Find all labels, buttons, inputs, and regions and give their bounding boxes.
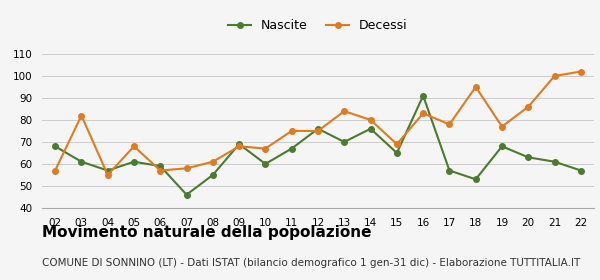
Decessi (341, 109, 348, 113)
Nascite (157, 164, 164, 168)
Nascite (130, 160, 137, 164)
Decessi (183, 167, 190, 170)
Nascite (183, 193, 190, 196)
Decessi (367, 118, 374, 122)
Nascite (209, 173, 217, 177)
Decessi (236, 145, 243, 148)
Decessi (419, 112, 427, 115)
Decessi (393, 143, 400, 146)
Nascite (419, 94, 427, 97)
Decessi (524, 105, 532, 108)
Text: COMUNE DI SONNINO (LT) - Dati ISTAT (bilancio demografico 1 gen-31 dic) - Elabor: COMUNE DI SONNINO (LT) - Dati ISTAT (bil… (42, 258, 580, 268)
Decessi (130, 145, 137, 148)
Decessi (577, 70, 584, 73)
Decessi (314, 129, 322, 133)
Nascite (262, 162, 269, 165)
Decessi (551, 74, 558, 78)
Decessi (446, 123, 453, 126)
Nascite (524, 156, 532, 159)
Nascite (499, 145, 506, 148)
Line: Decessi: Decessi (52, 69, 584, 178)
Nascite (314, 127, 322, 130)
Nascite (104, 169, 112, 172)
Text: Movimento naturale della popolazione: Movimento naturale della popolazione (42, 225, 371, 239)
Decessi (52, 169, 59, 172)
Decessi (157, 169, 164, 172)
Nascite (472, 178, 479, 181)
Line: Nascite: Nascite (52, 93, 584, 197)
Nascite (288, 147, 295, 150)
Decessi (262, 147, 269, 150)
Nascite (52, 145, 59, 148)
Nascite (551, 160, 558, 164)
Decessi (499, 125, 506, 128)
Decessi (104, 173, 112, 177)
Nascite (341, 140, 348, 144)
Nascite (78, 160, 85, 164)
Nascite (236, 143, 243, 146)
Nascite (446, 169, 453, 172)
Nascite (577, 169, 584, 172)
Decessi (472, 85, 479, 89)
Legend: Nascite, Decessi: Nascite, Decessi (223, 14, 413, 37)
Nascite (393, 151, 400, 155)
Decessi (78, 114, 85, 117)
Decessi (288, 129, 295, 133)
Nascite (367, 127, 374, 130)
Decessi (209, 160, 217, 164)
